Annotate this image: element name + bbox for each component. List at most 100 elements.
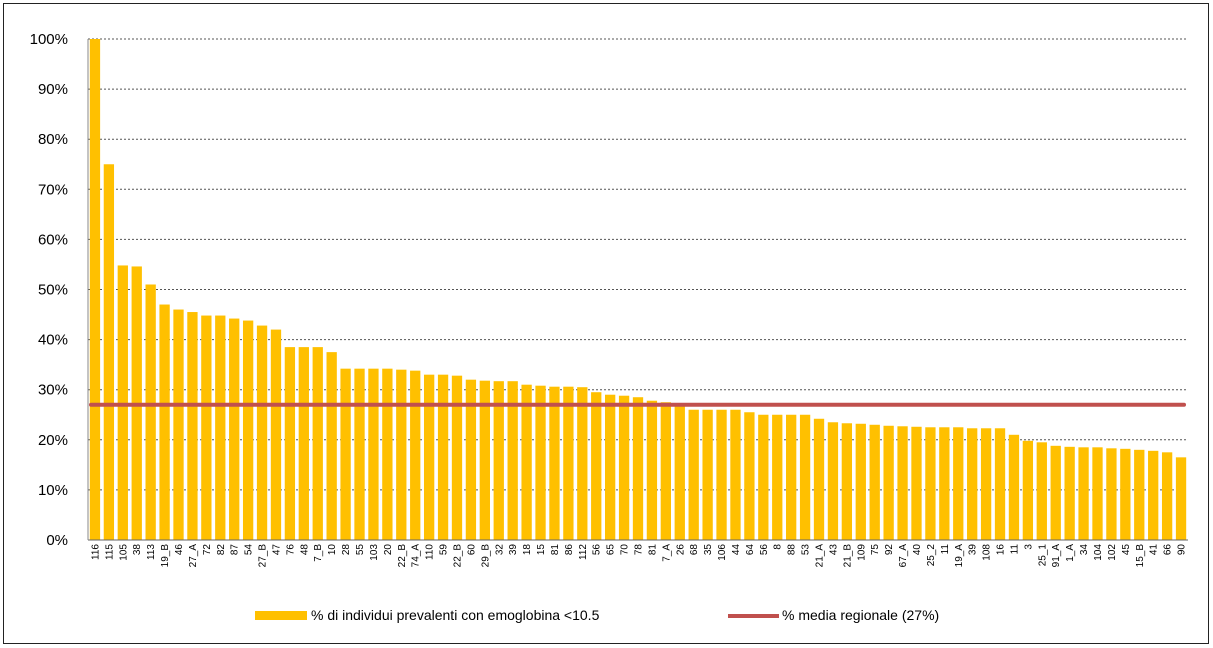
x-tick-label: 19_B bbox=[160, 544, 171, 568]
x-tick-label: 26 bbox=[675, 544, 686, 556]
bar bbox=[605, 394, 616, 540]
x-tick-label: 66 bbox=[1163, 544, 1174, 556]
y-tick-label: 70% bbox=[38, 181, 68, 198]
x-tick-label: 32 bbox=[494, 544, 505, 556]
legend: % di individui prevalenti con emoglobina… bbox=[255, 607, 939, 623]
x-tick-label: 22_B bbox=[397, 544, 408, 568]
bar bbox=[187, 312, 198, 540]
bar bbox=[1036, 442, 1047, 540]
bar bbox=[89, 39, 101, 540]
bars-series bbox=[89, 39, 1187, 540]
x-tick-label: 65 bbox=[606, 544, 617, 556]
x-tick-label: 106 bbox=[717, 544, 728, 561]
bar bbox=[758, 414, 769, 540]
x-tick-label: 67_A bbox=[898, 544, 909, 568]
bar bbox=[911, 426, 922, 540]
bar bbox=[145, 284, 156, 540]
bar bbox=[173, 309, 184, 540]
bar bbox=[953, 427, 964, 540]
bar bbox=[1064, 446, 1075, 540]
x-tick-label: 21_B bbox=[842, 544, 853, 568]
x-tick-label: 3 bbox=[1023, 544, 1034, 550]
bar bbox=[229, 318, 240, 540]
bar bbox=[813, 418, 825, 540]
bar bbox=[270, 329, 282, 540]
bar bbox=[716, 409, 727, 540]
bar bbox=[201, 315, 212, 540]
x-tick-label: 56 bbox=[759, 544, 770, 556]
bar bbox=[744, 412, 755, 540]
y-tick-label: 0% bbox=[46, 532, 68, 549]
x-tick-label: 56 bbox=[592, 544, 603, 556]
x-tick-label: 75 bbox=[870, 544, 881, 556]
y-axis-tick-labels: 0% 10% 20% 30% 40% 50% 60% 70% 80% 90% 100% bbox=[30, 31, 68, 549]
bar bbox=[507, 381, 518, 540]
bar bbox=[423, 374, 435, 540]
bar bbox=[1050, 445, 1061, 540]
bar bbox=[326, 352, 337, 540]
bar bbox=[646, 400, 658, 540]
bar bbox=[869, 424, 880, 540]
x-tick-label: 25_2 bbox=[926, 544, 937, 567]
x-tick-label: 41 bbox=[1149, 544, 1160, 556]
y-tick-label: 100% bbox=[30, 31, 68, 48]
x-tick-label: 78 bbox=[634, 544, 645, 556]
x-tick-label: 45 bbox=[1121, 544, 1132, 556]
y-tick-label: 50% bbox=[38, 282, 68, 299]
x-tick-label: 44 bbox=[731, 544, 742, 556]
y-tick-label: 90% bbox=[38, 81, 68, 98]
bar bbox=[1106, 448, 1117, 540]
x-tick-label: 90 bbox=[1177, 544, 1188, 556]
x-tick-label: 81 bbox=[647, 544, 658, 556]
bar bbox=[772, 414, 783, 540]
bar bbox=[410, 370, 421, 540]
x-tick-label: 76 bbox=[285, 544, 296, 556]
bar bbox=[980, 428, 992, 540]
x-tick-label: 27_A bbox=[188, 544, 199, 568]
x-tick-label: 7_A bbox=[661, 544, 672, 562]
bar bbox=[465, 379, 477, 540]
x-tick-label: 70 bbox=[620, 544, 631, 556]
bar bbox=[103, 164, 115, 540]
x-tick-label: 91_A bbox=[1051, 544, 1062, 568]
y-tick-label: 40% bbox=[38, 332, 68, 349]
x-tick-label: 60 bbox=[466, 544, 477, 556]
bar bbox=[535, 385, 546, 540]
bar bbox=[786, 414, 797, 540]
x-tick-label: 25_1 bbox=[1037, 544, 1048, 567]
x-tick-label: 109 bbox=[856, 544, 867, 561]
bar bbox=[242, 320, 254, 540]
x-tick-label: 102 bbox=[1107, 544, 1118, 561]
x-axis-tick-labels: 116 115 105 38 113 19_B 46 27_A 72 82 87 54 27_B 47 76… bbox=[90, 544, 1187, 568]
bar bbox=[674, 404, 685, 540]
x-tick-label: 87 bbox=[230, 544, 241, 556]
x-tick-label: 81 bbox=[550, 544, 561, 556]
bar bbox=[1078, 447, 1089, 540]
bar bbox=[159, 304, 170, 540]
x-tick-label: 39 bbox=[508, 544, 519, 556]
bar bbox=[563, 386, 574, 540]
x-tick-label: 105 bbox=[118, 544, 129, 561]
x-tick-label: 11 bbox=[940, 544, 951, 555]
bar bbox=[1022, 440, 1034, 540]
x-tick-label: 47 bbox=[271, 544, 282, 556]
bar bbox=[479, 380, 490, 540]
x-tick-label: 74_A bbox=[411, 544, 422, 568]
y-tick-label: 80% bbox=[38, 131, 68, 148]
bar bbox=[730, 409, 741, 540]
bar bbox=[967, 428, 978, 540]
legend-bar-label: % di individui prevalenti con emoglobina… bbox=[311, 607, 600, 623]
x-tick-label: 92 bbox=[884, 544, 895, 556]
bar bbox=[1120, 448, 1131, 540]
x-tick-label: 7_B bbox=[313, 544, 324, 562]
bar bbox=[855, 423, 866, 540]
bar bbox=[368, 368, 379, 540]
bar bbox=[702, 409, 713, 540]
bar bbox=[493, 381, 504, 540]
bar bbox=[1134, 449, 1145, 540]
x-tick-label: 68 bbox=[689, 544, 700, 556]
bar bbox=[897, 426, 908, 540]
bar bbox=[618, 395, 630, 540]
x-tick-label: 1_A bbox=[1065, 544, 1076, 562]
